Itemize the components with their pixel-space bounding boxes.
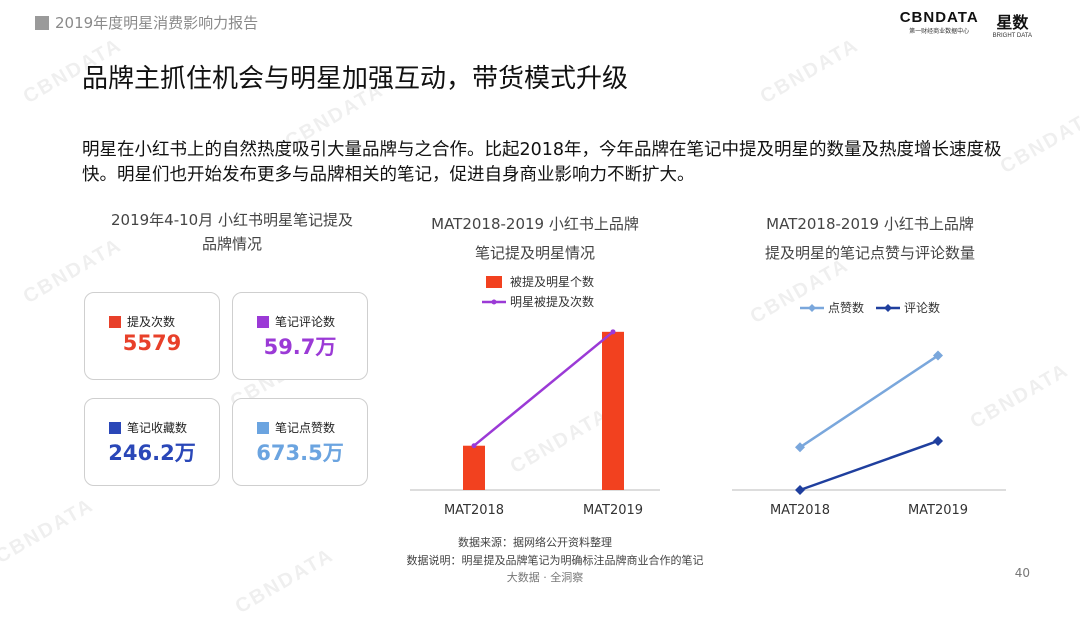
series-line <box>799 354 939 449</box>
legend-label: 被提及明星个数 <box>510 274 594 289</box>
stat-card-mentions: 提及次数 5579 <box>84 292 220 380</box>
stat-card-value: 246.2万 <box>108 441 196 465</box>
swatch-icon <box>257 315 269 328</box>
stat-card-value: 5579 <box>122 331 182 355</box>
brightdata-logo: 星数 BRIGHT DATA <box>993 9 1032 39</box>
watermark: CBNDATA <box>756 34 863 109</box>
point <box>933 435 943 446</box>
legend-marker <box>491 299 497 305</box>
swatch-icon <box>257 421 269 434</box>
stat-card-value: 673.5万 <box>256 441 344 465</box>
bar <box>602 331 624 490</box>
chart1-subtitle: 笔记提及明星情况 <box>474 244 595 262</box>
brand-logos: CBNDATA 第一财经商业数据中心 星数 BRIGHT DATA <box>900 9 1032 39</box>
footer-source: 数据来源：据网络公开资料整理 <box>458 536 612 549</box>
legend-marker <box>808 304 816 312</box>
point <box>795 485 805 495</box>
series-line <box>473 330 614 447</box>
left-section-title-line2: 品牌情况 <box>201 235 262 253</box>
legend-swatch <box>486 276 502 288</box>
left-section-title-line1: 2019年4-10月 小红书明星笔记提及 <box>111 211 353 229</box>
watermark: CBNDATA <box>231 544 338 619</box>
chart1-title-block: MAT2018-2019 小红书上品牌 笔记提及明星情况 <box>400 212 670 265</box>
watermark: CBNDATA <box>0 494 98 569</box>
swatch-icon <box>109 421 121 434</box>
legend-label: 点赞数 <box>828 300 864 315</box>
stat-card-label: 提及次数 <box>127 315 176 329</box>
header-square-icon <box>35 16 49 30</box>
left-section-title: 2019年4-10月 小红书明星笔记提及 品牌情况 <box>82 208 382 256</box>
chart2-title: MAT2018-2019 小红书上品牌 <box>766 215 974 233</box>
brightdata-logo-text: 星数 <box>996 13 1029 32</box>
footer-tag: 大数据 · 全洞察 <box>506 571 584 584</box>
point <box>471 443 477 449</box>
page-number: 40 <box>1014 566 1030 580</box>
report-title: 2019年度明星消费影响力报告 <box>55 14 259 32</box>
stat-card-label: 笔记评论数 <box>275 315 336 329</box>
stat-card-value: 59.7万 <box>263 335 337 359</box>
x-tick-label: MAT2018 <box>770 503 830 518</box>
point <box>610 329 616 335</box>
stat-card-label: 笔记点赞数 <box>275 421 336 435</box>
chart2-svg: 点赞数 评论数 MAT2018 MAT2019 <box>732 300 1006 518</box>
stat-card-label: 笔记收藏数 <box>127 421 188 435</box>
legend-label: 明星被提及次数 <box>510 294 594 309</box>
point <box>933 350 943 361</box>
stat-card-comments: 笔记评论数 59.7万 <box>232 292 368 380</box>
series-line <box>799 439 939 492</box>
point <box>795 442 805 453</box>
legend-marker <box>884 304 892 312</box>
swatch-icon <box>109 315 121 328</box>
x-tick-label: MAT2019 <box>908 503 968 518</box>
bar <box>463 445 485 490</box>
cbndata-logo-subtext: 第一财经商业数据中心 <box>909 28 970 35</box>
stat-card-favorites: 笔记收藏数 246.2万 <box>84 398 220 486</box>
footer-note: 数据说明：明星提及品牌笔记为明确标注品牌商业合作的笔记 <box>406 554 704 567</box>
cbndata-logo-text: CBNDATA <box>899 9 979 26</box>
stat-card-likes: 笔记点赞数 673.5万 <box>232 398 368 486</box>
brightdata-logo-subtext: BRIGHT DATA <box>992 33 1032 39</box>
x-tick-label: MAT2019 <box>583 503 643 518</box>
chart1-title: MAT2018-2019 小红书上品牌 <box>431 215 639 233</box>
page-title: 品牌主抓住机会与明星加强互动，带货模式升级 <box>82 64 629 94</box>
x-tick-label: MAT2018 <box>444 503 504 518</box>
cbndata-logo: CBNDATA 第一财经商业数据中心 <box>900 9 979 35</box>
legend-label: 评论数 <box>904 300 940 315</box>
page-body-text: 明星在小红书上的自然热度吸引大量品牌与之合作。比起2018年，今年品牌在笔记中提… <box>82 140 1002 185</box>
chart2-subtitle: 提及明星的笔记点赞与评论数量 <box>764 244 975 262</box>
chart2-title-block: MAT2018-2019 小红书上品牌 提及明星的笔记点赞与评论数量 <box>730 212 1010 265</box>
